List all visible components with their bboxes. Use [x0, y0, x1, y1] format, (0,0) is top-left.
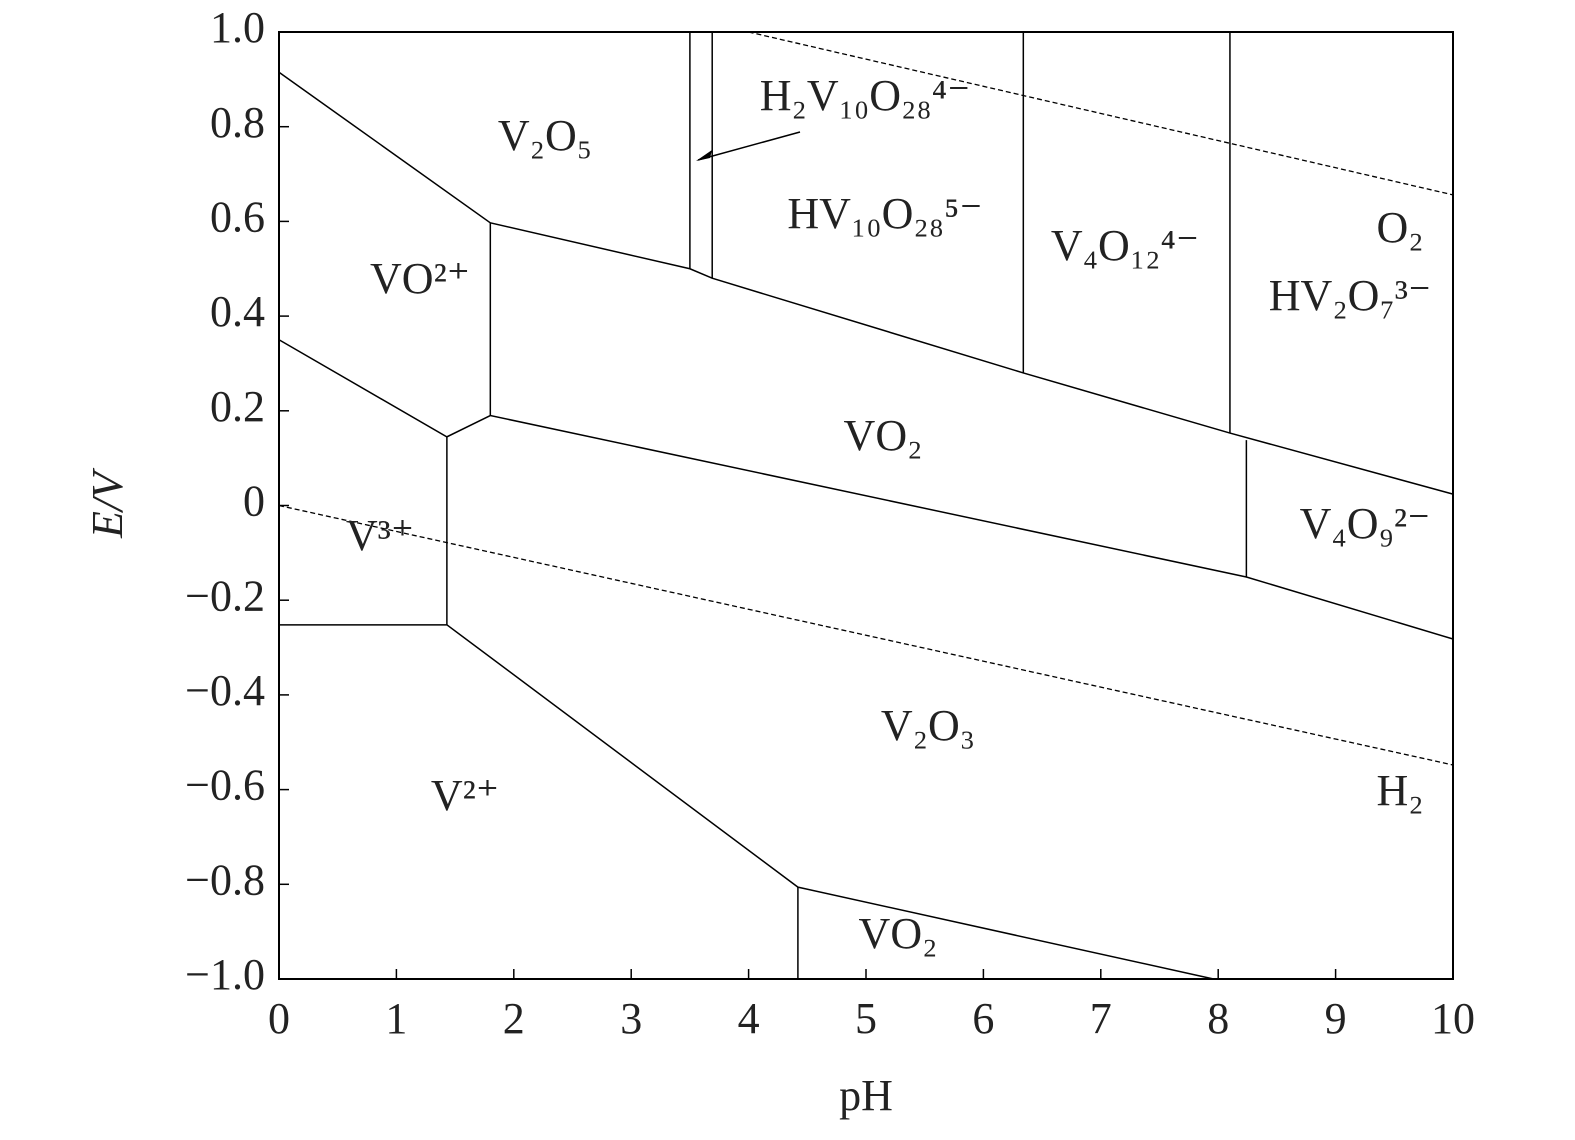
y-tick-label: 0.4	[210, 287, 265, 336]
region-label: VO₂	[844, 411, 923, 460]
y-tick-label: 1.0	[210, 3, 265, 52]
y-tick-label: −0.4	[185, 666, 265, 715]
y-tick-label: −0.8	[185, 855, 265, 904]
region-label: V₄O₁₂⁴⁻	[1051, 221, 1199, 270]
region-label: V₂O₅	[498, 111, 592, 160]
x-tick-label: 9	[1325, 994, 1347, 1043]
y-tick-label: 0.2	[210, 382, 265, 431]
x-tick-label: 8	[1207, 994, 1229, 1043]
y-tick-label: 0.6	[210, 192, 265, 241]
region-label: VO²⁺	[370, 254, 470, 303]
x-tick-label: 10	[1431, 994, 1475, 1043]
region-label: HV₁₀O₂₈⁵⁻	[787, 189, 982, 238]
x-tick-label: 1	[385, 994, 407, 1043]
x-tick-label: 0	[268, 994, 290, 1043]
region-label: HV₂O₇³⁻	[1269, 271, 1431, 320]
region-label: V₂O₃	[881, 701, 975, 750]
y-tick-label: 0	[243, 477, 265, 526]
pointer-arrow	[697, 131, 801, 161]
boundary-line	[278, 339, 1454, 640]
x-tick-label: 5	[855, 994, 877, 1043]
x-tick-label: 4	[738, 994, 760, 1043]
region-label: V²⁺	[431, 771, 499, 820]
boundary-line	[446, 624, 1214, 980]
water-line	[748, 31, 1454, 196]
y-tick-label: −0.6	[185, 761, 265, 810]
water-line	[278, 504, 1454, 766]
arrow-head	[696, 150, 712, 161]
y-tick-label: 0.8	[210, 98, 265, 147]
y-axis-label: E/V	[83, 467, 132, 539]
x-axis-label: pH	[839, 1071, 893, 1120]
x-tick-label: 2	[503, 994, 525, 1043]
region-label: H₂	[1376, 766, 1423, 815]
region-label: V₄O₉²⁻	[1300, 499, 1431, 548]
x-tick-label: 3	[620, 994, 642, 1043]
x-tick-label: 7	[1090, 994, 1112, 1043]
plot-frame	[278, 31, 1454, 980]
y-tick-label: −0.2	[185, 571, 265, 620]
region-label: H₂V₁₀O₂₈⁴⁻	[760, 71, 971, 120]
region-label: VO₂	[859, 909, 938, 958]
x-tick-label: 6	[972, 994, 994, 1043]
y-tick-label: −1.0	[185, 950, 265, 999]
region-label: V³⁺	[346, 511, 414, 560]
region-label: O₂	[1376, 203, 1423, 252]
